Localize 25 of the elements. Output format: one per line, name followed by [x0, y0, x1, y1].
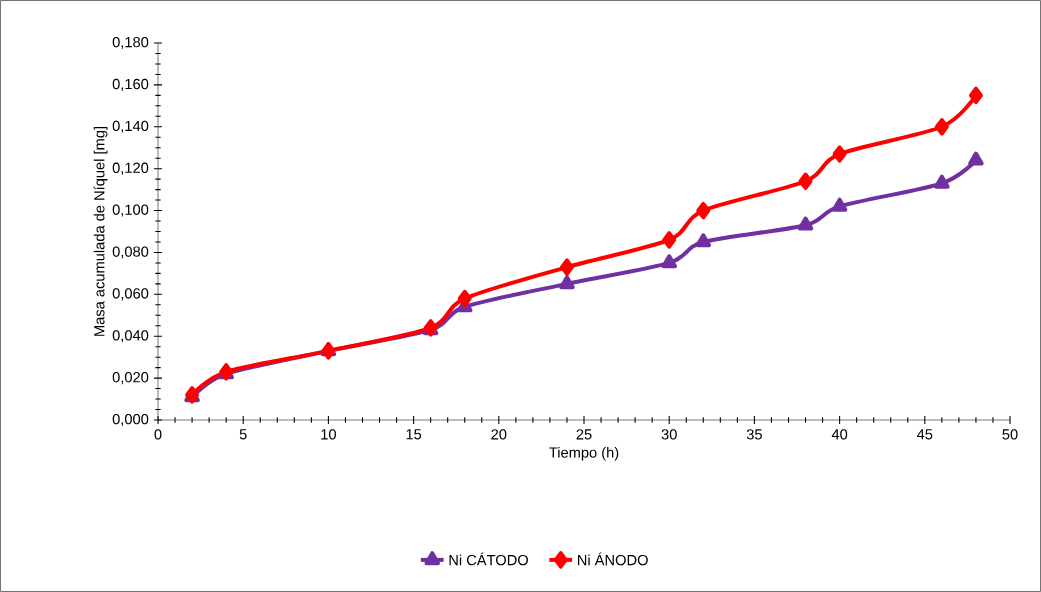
- y-tick-label: 0,100: [112, 204, 149, 217]
- y-tick-label: 0,180: [112, 36, 149, 50]
- legend-label: Ni CÁTODO: [449, 552, 528, 566]
- x-tick-label: 20: [491, 429, 507, 440]
- y-tick-label: 0,020: [112, 372, 149, 385]
- y-axis-title: Masa acumulada de Níquel [mg]: [93, 127, 108, 336]
- y-tick-label: 0,140: [112, 120, 149, 133]
- x-tick-label: 5: [239, 429, 247, 440]
- y-tick-label: 0,160: [112, 78, 149, 91]
- x-tick-label: 45: [916, 429, 933, 440]
- y-tick-label: 0,040: [112, 330, 149, 343]
- y-tick-label: 0,080: [112, 246, 149, 259]
- x-tick-label: 35: [746, 429, 762, 440]
- x-tick-label: 40: [831, 429, 848, 440]
- x-axis-title: Tiempo (h): [549, 446, 619, 461]
- x-tick-label: 15: [406, 429, 422, 440]
- x-tick-label: 10: [321, 429, 336, 440]
- legend-label: Ni ÁNODO: [578, 552, 648, 566]
- y-tick-label: 0,060: [112, 288, 149, 301]
- x-tick-label: 25: [576, 429, 592, 440]
- x-tick-label: 30: [661, 429, 677, 440]
- x-tick-label: 50: [1002, 429, 1018, 440]
- x-tick-label: 0: [154, 429, 162, 440]
- y-tick-label: 0,000: [112, 413, 149, 427]
- y-tick-label: 0,120: [112, 162, 149, 175]
